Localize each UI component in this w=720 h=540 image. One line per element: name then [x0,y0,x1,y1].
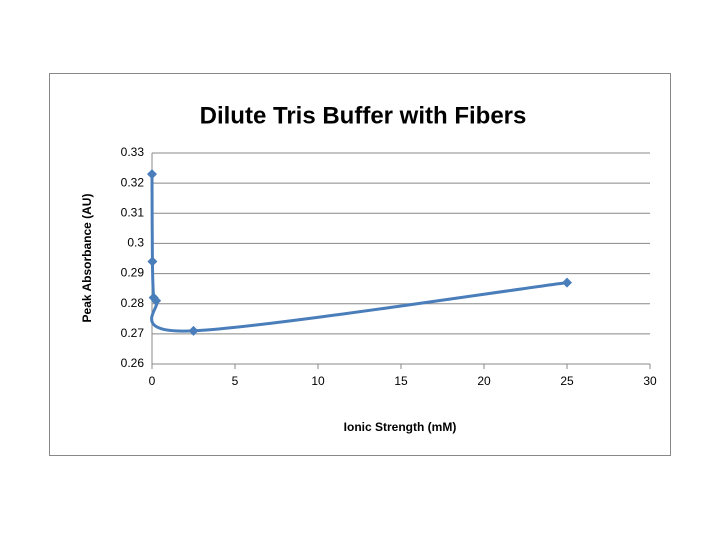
y-tick-label: 0.27 [121,326,145,340]
x-axis-title: Ionic Strength (mM) [344,420,457,434]
x-tick-label: 5 [232,374,239,388]
y-tick-label: 0.28 [121,296,145,310]
data-point [562,277,572,288]
data-point [188,325,199,336]
y-tick-label: 0.31 [121,205,145,219]
y-tick-label: 0.29 [121,266,145,280]
x-tick-label: 0 [149,374,156,388]
x-tick-label: 20 [477,374,491,388]
chart-frame [49,73,671,456]
data-point [147,169,157,180]
x-tick-label: 10 [311,374,325,388]
x-tick-label: 15 [394,374,408,388]
y-axis-title: Peak Absorbance (AU) [80,194,94,323]
x-tick-label: 25 [560,374,574,388]
y-tick-label: 0.26 [121,356,145,370]
y-tick-label: 0.33 [121,145,145,159]
data-point [151,295,162,306]
x-tick-label: 30 [643,374,657,388]
y-tick-label: 0.3 [127,236,144,250]
y-tick-label: 0.32 [121,175,145,189]
data-point [147,256,158,267]
chart-title: Dilute Tris Buffer with Fibers [200,102,527,129]
